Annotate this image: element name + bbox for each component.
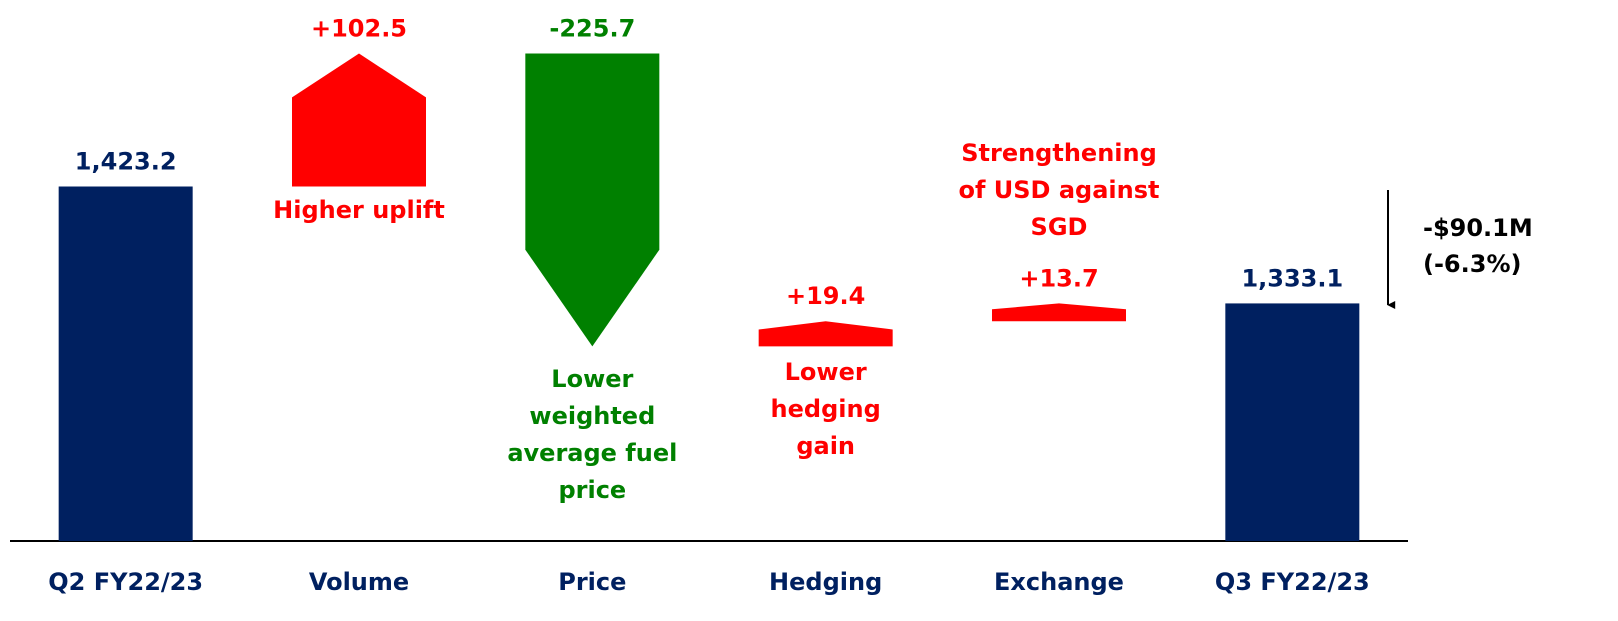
note: hedging (771, 395, 881, 423)
note: gain (796, 432, 855, 460)
bar (992, 303, 1126, 322)
value-label: +102.5 (311, 15, 407, 43)
note: average fuel (507, 439, 677, 467)
x-tick-label: Q2 FY22/23 (48, 568, 203, 596)
value-label: -225.7 (549, 15, 635, 43)
bar (525, 53, 660, 347)
note: Lower (551, 365, 633, 393)
value-label: +13.7 (1019, 264, 1098, 292)
bar (1225, 303, 1360, 541)
value-label: +19.4 (786, 282, 865, 310)
note: SGD (1031, 213, 1088, 241)
x-tick-label: Q3 FY22/23 (1215, 568, 1370, 596)
x-tick-label: Price (558, 568, 626, 596)
x-tick-label: Hedging (769, 568, 882, 596)
x-tick-label: Volume (309, 568, 409, 596)
value-label: 1,333.1 (1241, 264, 1343, 292)
note: Higher uplift (273, 196, 445, 224)
note: price (558, 476, 626, 504)
change-note: (-6.3%) (1423, 250, 1521, 278)
bar (292, 53, 426, 187)
note: Strengthening (961, 139, 1157, 167)
bar (758, 321, 893, 347)
note: of USD against (959, 176, 1160, 204)
x-tick-label: Exchange (994, 568, 1124, 596)
change-note: -$90.1M (1423, 214, 1533, 242)
note: weighted (529, 402, 655, 430)
value-label: 1,423.2 (75, 148, 177, 176)
note: Lower (785, 358, 867, 386)
bar (58, 186, 193, 541)
